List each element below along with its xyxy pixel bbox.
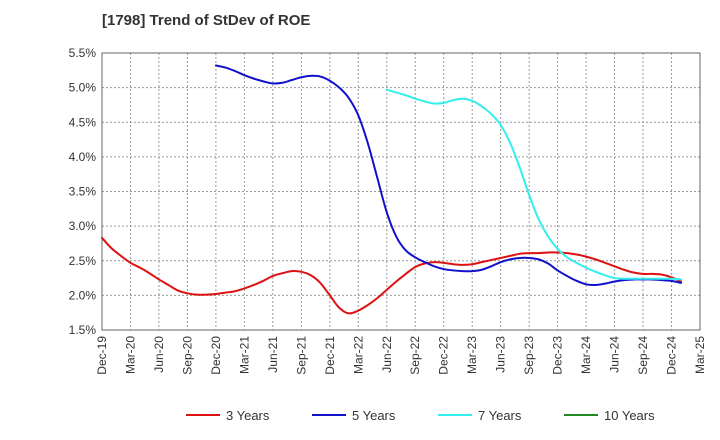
x-tick-label: Jun-22 [380, 336, 394, 373]
y-tick-label: 4.0% [69, 150, 97, 164]
y-tick-label: 5.0% [69, 81, 97, 95]
x-tick-label: Dec-23 [551, 336, 565, 375]
x-tick-label: Mar-25 [693, 336, 707, 374]
x-tick-label: Dec-19 [95, 336, 109, 375]
legend-label: 3 Years [226, 408, 270, 423]
x-tick-label: Dec-24 [665, 336, 679, 375]
x-tick-label: Dec-22 [437, 336, 451, 375]
y-tick-label: 2.0% [69, 288, 97, 302]
x-tick-label: Mar-22 [351, 336, 365, 374]
x-tick-label: Jun-24 [608, 336, 622, 373]
x-tick-label: Dec-21 [323, 336, 337, 375]
x-tick-label: Sep-21 [294, 336, 308, 375]
y-tick-label: 2.5% [69, 254, 97, 268]
y-axis-ticks: 1.5% 2.0% 2.5% 3.0% 3.5% 4.0% 4.5% 5.0% 5.5% [69, 46, 97, 337]
y-tick-label: 3.5% [69, 185, 97, 199]
y-tick-label: 3.0% [69, 219, 97, 233]
x-tick-label: Jun-23 [494, 336, 508, 373]
x-tick-label: Mar-21 [237, 336, 251, 374]
x-tick-label: Mar-20 [123, 336, 137, 374]
x-tick-label: Jun-20 [152, 336, 166, 373]
x-tick-label: Jun-21 [266, 336, 280, 373]
x-axis-ticks: Dec-19 Mar-20 Jun-20 Sep-20 Dec-20 Mar-21 Jun-… [95, 336, 707, 375]
x-tick-label: Dec-20 [209, 336, 223, 375]
chart-title: [1798] Trend of StDev of ROE [102, 12, 311, 29]
legend-label: 7 Years [478, 408, 522, 423]
legend-label: 10 Years [604, 408, 655, 423]
y-tick-label: 1.5% [69, 323, 97, 337]
x-tick-label: Sep-22 [408, 336, 422, 375]
legend-label: 5 Years [352, 408, 396, 423]
x-tick-label: Sep-23 [522, 336, 536, 375]
series-line-5-years [214, 64, 683, 287]
series-line-3-years [101, 236, 683, 315]
x-tick-label: Sep-24 [636, 336, 650, 375]
series-line-7-years [385, 88, 683, 281]
y-tick-label: 4.5% [69, 115, 97, 129]
x-tick-label: Sep-20 [180, 336, 194, 375]
plot-frame [101, 52, 701, 331]
y-tick-label: 5.5% [69, 46, 97, 60]
legend: 3 Years 5 Years 7 Years 10 Years [186, 408, 655, 423]
x-tick-label: Mar-24 [579, 336, 593, 374]
x-tick-label: Mar-23 [465, 336, 479, 374]
series-lines [101, 64, 683, 315]
